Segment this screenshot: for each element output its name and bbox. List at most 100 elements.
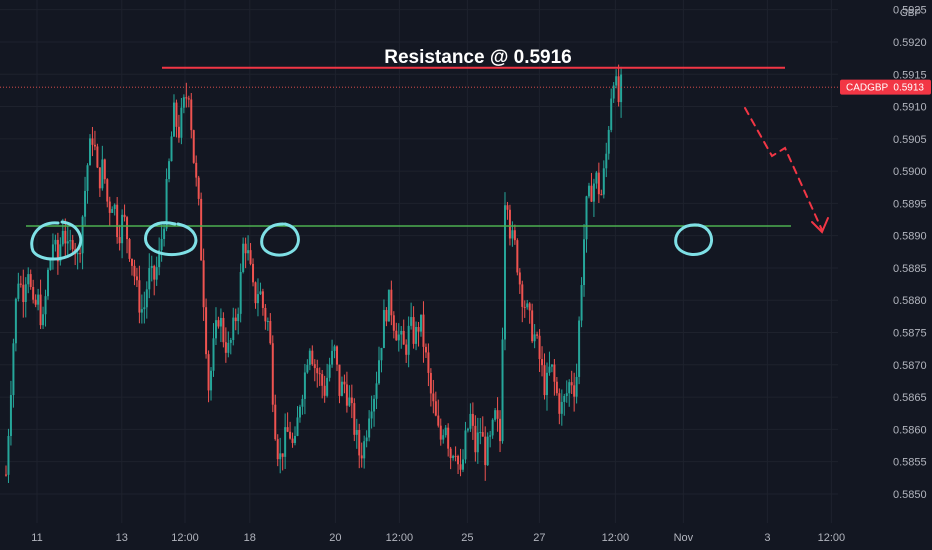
price-axis[interactable]: GBP 0.5925 0.5920 0.5915 0.5910 0.5905 0.5900…: [893, 5, 927, 501]
chart-title: Resistance @ 0.5916: [384, 47, 572, 68]
candle-body: [61, 230, 64, 245]
candle-body: [397, 334, 400, 341]
candle-body: [108, 201, 111, 213]
last-price-badge: CADGBP 0.5913: [840, 79, 931, 95]
candle-body: [449, 448, 452, 459]
candle-body: [481, 432, 484, 437]
y-tick-label: 0.5925: [893, 5, 927, 17]
candle-body: [447, 427, 450, 449]
candle-body: [323, 385, 326, 396]
candle-body: [489, 435, 492, 437]
x-tick-label: 12:00: [386, 532, 414, 544]
y-tick-label: 0.5865: [893, 392, 927, 404]
candle-body: [457, 455, 460, 465]
candle-body: [541, 359, 544, 366]
candle-body: [439, 425, 442, 440]
candle-body: [313, 364, 316, 369]
candle-body: [402, 330, 405, 345]
y-tick-label: 0.5875: [893, 328, 927, 340]
candle-body: [56, 239, 59, 262]
candle-body: [321, 374, 324, 386]
candle-body: [192, 130, 195, 163]
candle-body: [195, 162, 198, 178]
candle-body: [22, 284, 25, 302]
candle-body: [103, 159, 106, 180]
candle-body: [222, 317, 225, 343]
candle-body: [602, 168, 605, 195]
candle-body: [200, 198, 203, 261]
candle-body: [432, 393, 435, 402]
y-tick-label: 0.5890: [893, 231, 927, 243]
candle-body: [506, 205, 509, 210]
candle-body: [160, 238, 163, 251]
candle-body: [491, 419, 494, 436]
candle-body: [168, 161, 171, 180]
candle-body: [548, 366, 551, 373]
candle-body: [301, 398, 304, 407]
y-tick-label: 0.5850: [893, 489, 927, 501]
candle-body: [590, 185, 593, 202]
candle-body: [437, 415, 440, 426]
candle-body: [410, 317, 413, 326]
candle-body: [521, 284, 524, 307]
x-gridlines: [36, 0, 832, 523]
candle-body: [587, 185, 590, 197]
candle-body: [407, 325, 410, 355]
candle-body: [172, 102, 175, 137]
x-tick-label: 25: [461, 532, 473, 544]
x-tick-label: 20: [329, 532, 341, 544]
candle-body: [133, 265, 136, 277]
time-axis[interactable]: 11 13 12:00 18 20 12:00 25 27 12:00 Nov 3 12:00: [31, 532, 845, 544]
candle-body: [190, 99, 193, 131]
candle-body: [34, 299, 37, 305]
candle-body: [368, 418, 371, 438]
candle-body: [153, 265, 156, 280]
candle-body: [568, 382, 571, 394]
candle-body: [350, 397, 353, 404]
candle-body: [298, 406, 301, 418]
candle-body: [289, 431, 292, 439]
candle-body: [345, 384, 348, 406]
x-tick-label: 12:00: [171, 532, 199, 544]
candle-body: [254, 282, 257, 304]
candle-body: [412, 317, 415, 344]
candle-body: [113, 204, 116, 209]
candle-body: [415, 327, 418, 344]
candles: [5, 64, 623, 483]
candle-body: [420, 314, 423, 332]
candle-body: [286, 427, 289, 432]
candle-body: [291, 438, 294, 443]
candle-body: [501, 339, 504, 442]
candle-body: [306, 364, 309, 373]
candle-body: [123, 214, 126, 218]
candle-body: [434, 401, 437, 416]
candle-body: [422, 314, 425, 347]
candle-body: [565, 393, 568, 397]
candle-body: [244, 243, 247, 254]
candle-body: [69, 240, 72, 242]
candle-body: [205, 307, 208, 355]
candle-body: [294, 435, 297, 443]
candle-body: [145, 289, 148, 308]
candle-body: [605, 153, 608, 169]
candle-body: [219, 317, 222, 327]
y-tick-label: 0.5895: [893, 198, 927, 210]
candle-body: [101, 159, 104, 189]
candle-body: [259, 291, 262, 295]
candle-body: [64, 230, 67, 244]
candle-body: [518, 272, 521, 285]
candle-body: [503, 205, 506, 340]
candle-body: [523, 306, 526, 308]
candle-body: [266, 320, 269, 322]
candle-body: [474, 425, 477, 453]
y-tick-label: 0.5900: [893, 166, 927, 178]
candle-body: [363, 441, 366, 459]
candle-body: [296, 417, 299, 436]
candle-body: [452, 455, 455, 459]
candle-body: [163, 228, 166, 239]
candle-body: [538, 335, 541, 360]
candle-body: [378, 360, 381, 384]
candle-body: [333, 346, 336, 351]
candle-body: [148, 268, 151, 290]
